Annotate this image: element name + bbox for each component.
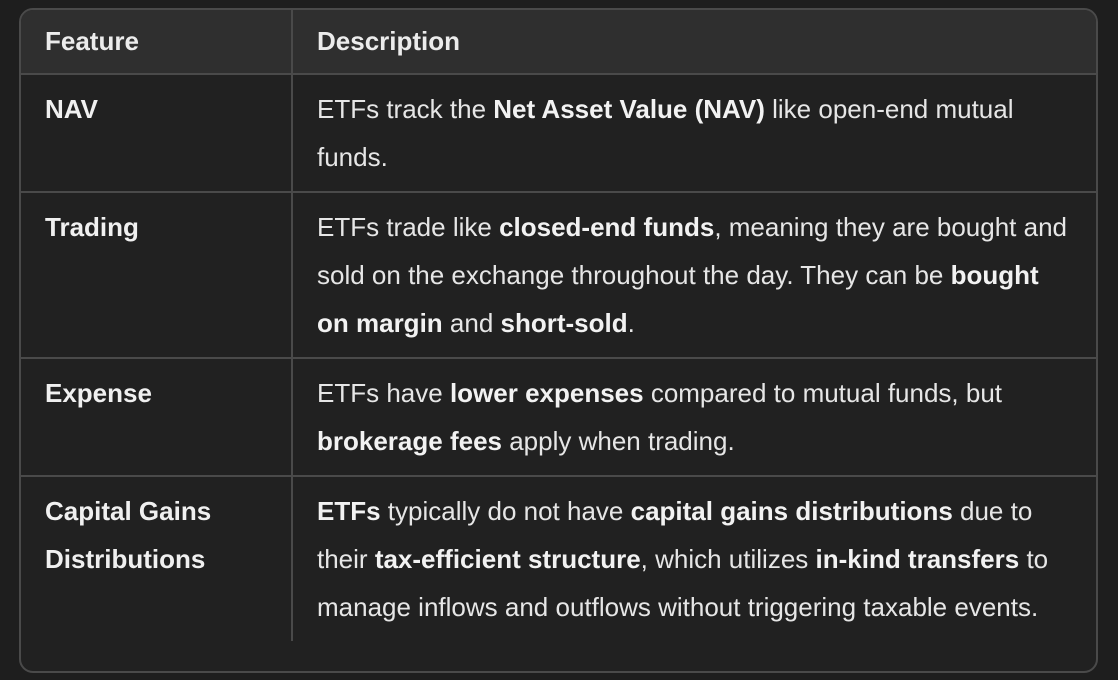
text-segment: . xyxy=(627,308,635,338)
table-header: Feature Description xyxy=(21,10,1096,74)
table-row: Expense ETFs have lower expenses compared… xyxy=(21,357,1096,476)
feature-cell: Expense xyxy=(21,357,292,476)
table-body: NAV ETFs track the Net Asset Value (NAV) … xyxy=(21,73,1096,641)
header-feature: Feature xyxy=(21,10,292,74)
bold-text: Net Asset Value (NAV) xyxy=(493,94,765,124)
header-row: Feature Description xyxy=(21,10,1096,74)
bold-text: brokerage fees xyxy=(317,426,502,456)
bold-text: short-sold xyxy=(500,308,628,338)
description-cell: ETFs have lower expenses compared to mut… xyxy=(291,357,1096,476)
feature-cell: Trading xyxy=(21,191,292,358)
etf-features-table: Feature Description NAV ETFs track the Ne… xyxy=(21,10,1096,641)
bold-text: capital gains distributions xyxy=(630,496,953,526)
text-segment: , meaning they are bought and sold on th… xyxy=(317,212,1068,290)
header-description: Description xyxy=(291,10,1096,74)
text-segment: to manage inflows and outflows without t… xyxy=(317,544,1049,622)
feature-table: Feature Description NAV ETFs track the Ne… xyxy=(19,8,1098,673)
text-segment: , which utilizes xyxy=(640,544,816,574)
text-segment: like open-end mutual funds. xyxy=(317,94,1014,172)
text-segment: typically do not have xyxy=(380,496,631,526)
text-segment: apply when trading. xyxy=(501,426,735,456)
table-row: NAV ETFs track the Net Asset Value (NAV) … xyxy=(21,73,1096,192)
table-row: Capital Gains Distributions ETFs typicall… xyxy=(21,475,1096,641)
text-segment: compared to mutual funds, but xyxy=(643,378,1003,408)
text-segment: due to their xyxy=(317,496,1033,574)
bold-text: lower expenses xyxy=(449,378,644,408)
bold-text: closed-end funds xyxy=(499,212,715,242)
text-segment: ETFs trade like xyxy=(317,212,500,242)
bold-text: ETFs xyxy=(317,496,381,526)
feature-cell: NAV xyxy=(21,73,292,192)
text-segment: and xyxy=(442,308,501,338)
bold-text: in-kind transfers xyxy=(815,544,1020,574)
feature-cell: Capital Gains Distributions xyxy=(21,475,292,641)
text-segment: ETFs track the xyxy=(317,94,494,124)
description-cell: ETFs track the Net Asset Value (NAV) lik… xyxy=(291,73,1096,192)
bold-text: bought on margin xyxy=(317,260,1039,338)
bold-text: tax-efficient structure xyxy=(374,544,641,574)
description-cell: ETFs trade like closed-end funds, meanin… xyxy=(291,191,1096,358)
description-cell: ETFs typically do not have capital gains… xyxy=(291,475,1096,641)
text-segment: ETFs have xyxy=(317,378,450,408)
table-row: Trading ETFs trade like closed-end funds,… xyxy=(21,191,1096,358)
